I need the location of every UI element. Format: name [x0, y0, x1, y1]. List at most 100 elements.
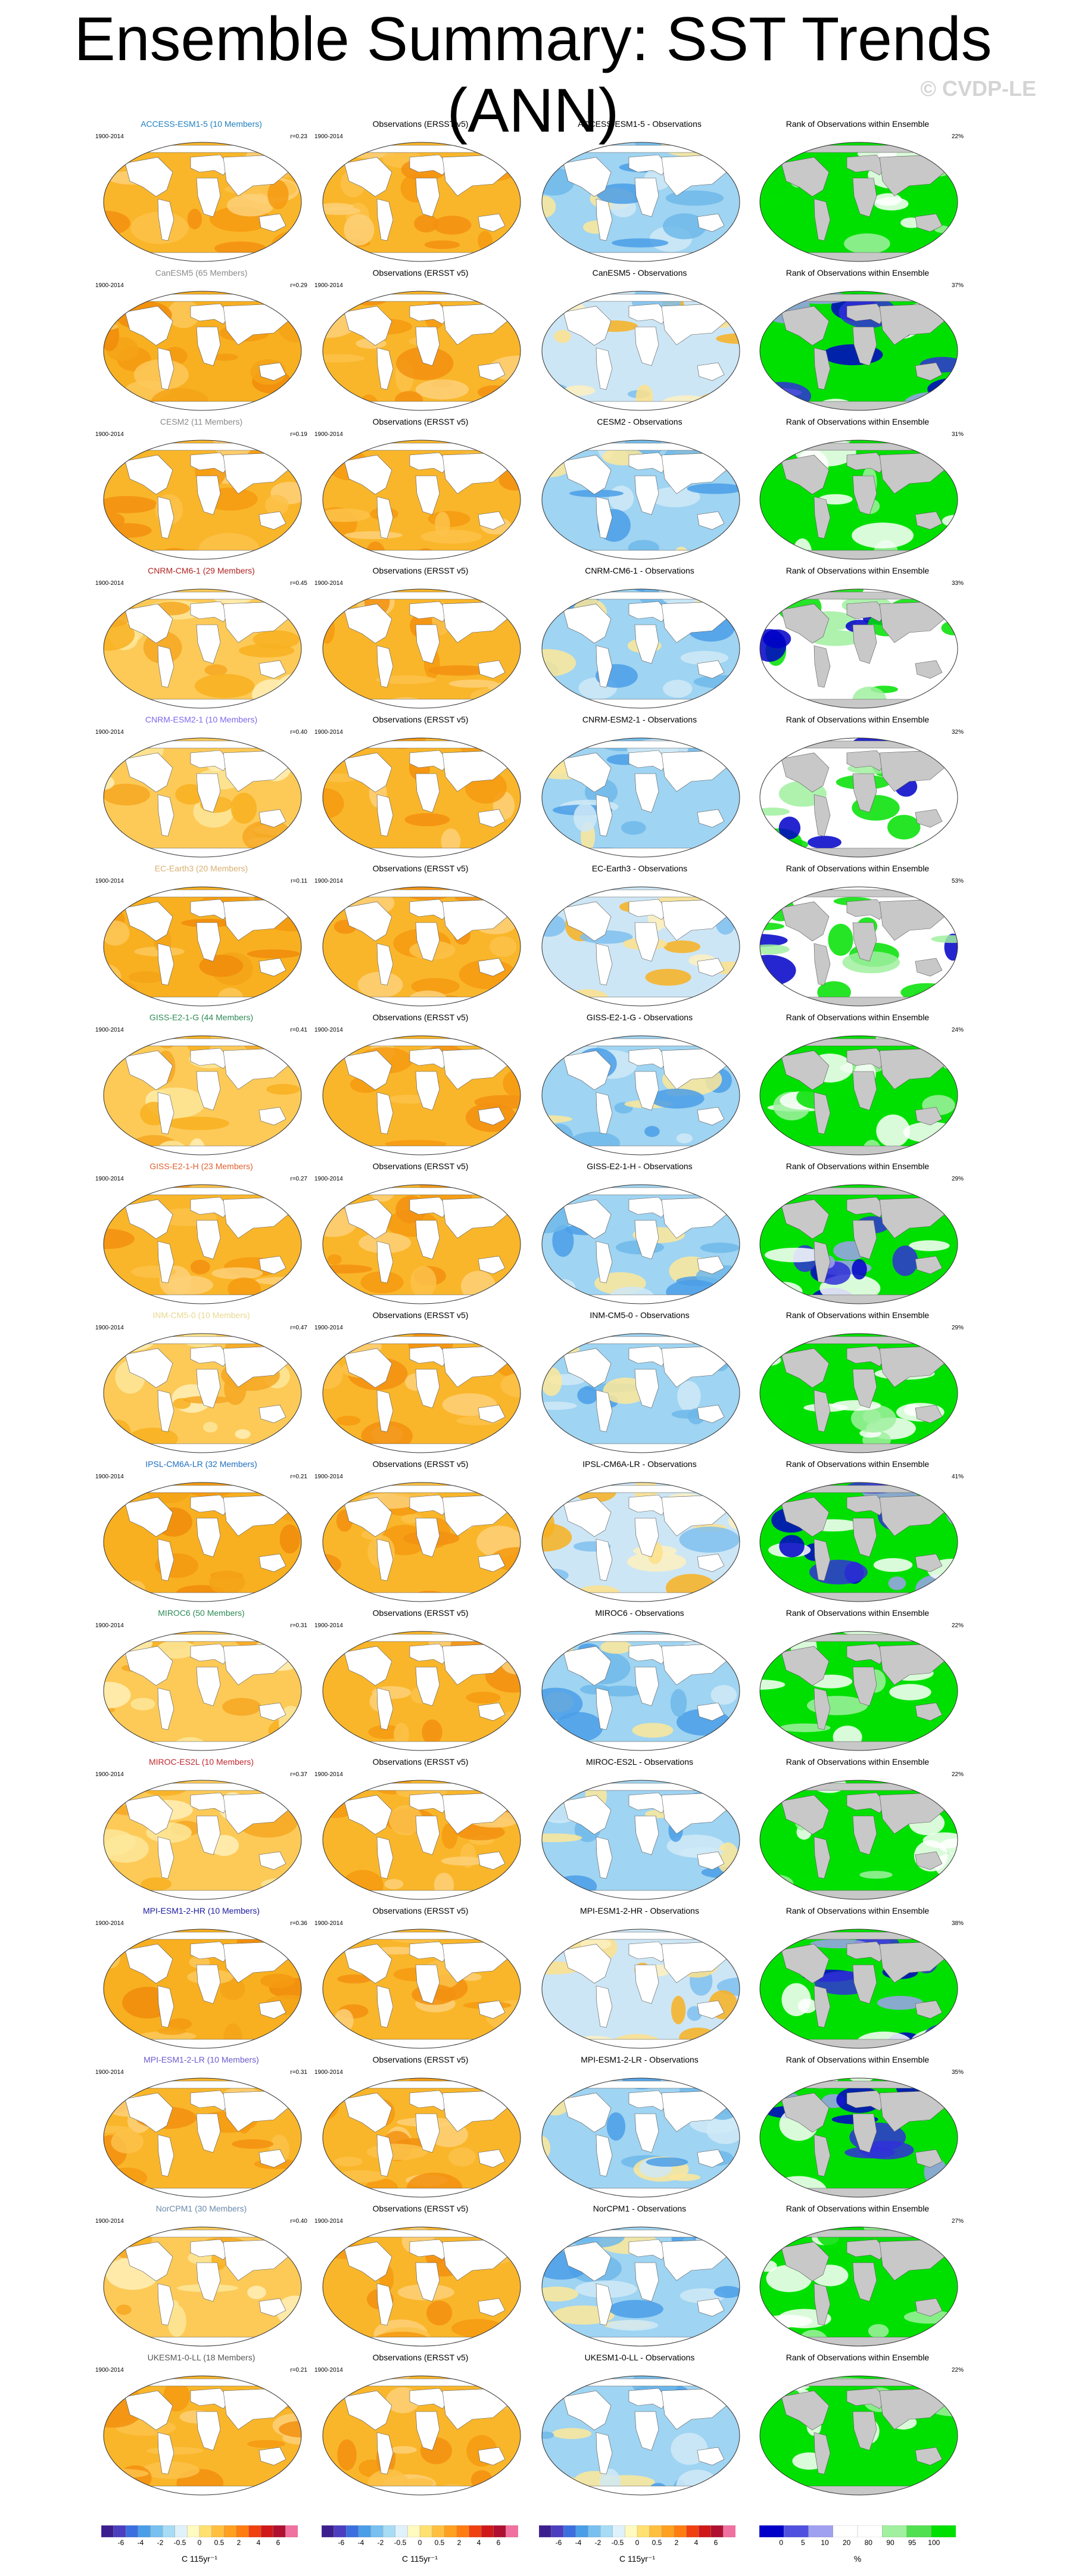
difference-panel: CESM2 - Observations	[534, 417, 746, 566]
landmass	[781, 1050, 830, 1091]
map-anomaly	[713, 2286, 740, 2298]
landmass	[763, 2080, 955, 2089]
panel-row: MPI-ESM1-2-LR (10 Members) 1900-2014 r=0.3…	[0, 2055, 1066, 2204]
map	[540, 139, 742, 264]
map-svg	[322, 588, 521, 709]
landmass	[326, 2080, 518, 2089]
panel-title: Rank of Observations within Ensemble	[786, 268, 930, 278]
model-trend-panel: GISS-E2-1-H (23 Members) 1900-2014 r=0.27	[95, 1161, 307, 1310]
map-anomaly	[650, 1088, 705, 1109]
landmass	[124, 1145, 280, 1155]
colorbar-tick-label: -4	[357, 2538, 364, 2547]
landmass	[915, 1702, 943, 1721]
map-anomaly	[435, 512, 450, 537]
colorbar-tick-label: 90	[886, 2538, 894, 2547]
landmass	[107, 1485, 298, 1493]
landmass	[563, 1741, 719, 1750]
landmass	[563, 2241, 612, 2282]
map-anomaly	[239, 644, 295, 658]
map-anomaly	[621, 821, 646, 835]
landmass	[852, 922, 877, 962]
map-anomaly	[267, 1596, 301, 1602]
landmass	[596, 1985, 613, 2028]
landmass	[190, 750, 230, 771]
landmass	[563, 1592, 719, 1602]
map-anomaly	[889, 1684, 931, 1700]
panel-row: CNRM-ESM2-1 (10 Members) 1900-2014 r=0.40 O…	[0, 715, 1066, 864]
landmass	[813, 1241, 831, 1284]
map-anomaly	[220, 1977, 245, 2001]
panel-title: Rank of Observations within Ensemble	[786, 1608, 930, 1618]
landmass	[107, 1038, 298, 1046]
landmass	[326, 1932, 518, 1940]
landmass	[157, 198, 174, 241]
landmass	[563, 1890, 719, 1899]
landmass	[124, 1943, 173, 1984]
panel-period: 1900-2014	[95, 282, 124, 289]
map-border	[103, 291, 302, 411]
panel-row: CanESM5 (65 Members) 1900-2014 r=0.29 Obser…	[0, 268, 1066, 417]
panel-title: GISS-E2-1-H - Observations	[587, 1161, 693, 1171]
landmass	[763, 1783, 955, 1791]
difference-panel: MIROC6 - Observations	[534, 1608, 746, 1757]
landmass	[258, 1851, 286, 1870]
panel-period: 1900-2014	[314, 580, 343, 587]
rank-swatch	[808, 2525, 834, 2537]
landmass	[596, 943, 613, 986]
colorbar-tick-label: 4	[694, 2538, 699, 2547]
map-border	[103, 1631, 302, 1751]
landmass	[124, 252, 280, 261]
map-anomaly	[104, 589, 132, 604]
landmass	[196, 177, 221, 217]
landmass	[107, 1336, 298, 1344]
landmass	[628, 1941, 668, 1963]
map-anomaly	[542, 399, 576, 410]
map-svg	[759, 2226, 958, 2347]
map-anomaly	[606, 2112, 626, 2141]
landmass	[344, 2485, 500, 2495]
map-anomaly	[104, 1946, 121, 1968]
observation-trend-panel: Observations (ERSST v5) 1900-2014	[314, 2204, 526, 2353]
trend-swatch	[382, 2525, 396, 2537]
map-anomaly	[542, 239, 572, 261]
map-svg	[759, 1631, 958, 1751]
model-trend-panel: NorCPM1 (30 Members) 1900-2014 r=0.40	[95, 2204, 307, 2353]
landmass	[915, 2298, 943, 2317]
map-svg	[759, 886, 958, 1007]
trend-swatch	[260, 2525, 274, 2537]
landmass	[478, 2447, 506, 2466]
rank-percent: 37%	[951, 282, 964, 289]
landmass	[124, 996, 280, 1006]
map-anomaly	[763, 629, 791, 649]
landmass	[326, 889, 518, 898]
rank-percent: 22%	[951, 133, 964, 140]
landmass	[326, 1038, 518, 1046]
map	[320, 1033, 523, 1158]
landmass	[846, 601, 886, 622]
map-anomaly	[939, 142, 958, 164]
map-border	[759, 1780, 958, 1900]
map-anomaly	[402, 2478, 434, 2488]
map	[320, 586, 523, 711]
panel-title: EC-Earth3 - Observations	[591, 864, 688, 873]
map-anomaly	[874, 197, 909, 211]
map-anomaly	[344, 214, 375, 246]
map-border	[541, 1780, 740, 1900]
map-anomaly	[130, 211, 189, 244]
landmass	[781, 752, 830, 793]
map-border	[541, 1631, 740, 1751]
panel-period: 1900-2014	[95, 878, 124, 884]
map-anomaly	[325, 2472, 347, 2484]
map-svg	[541, 1780, 740, 1900]
landmass	[852, 1220, 877, 1260]
map-anomaly	[760, 1644, 769, 1653]
map-anomaly	[778, 817, 801, 840]
map	[758, 288, 960, 413]
landmass	[124, 306, 173, 346]
landmass	[190, 601, 230, 622]
map-svg	[322, 291, 521, 411]
panel-title: Observations (ERSST v5)	[372, 1161, 469, 1171]
map-anomaly	[940, 440, 958, 460]
landmass	[852, 1964, 877, 2004]
landmass	[326, 145, 518, 153]
